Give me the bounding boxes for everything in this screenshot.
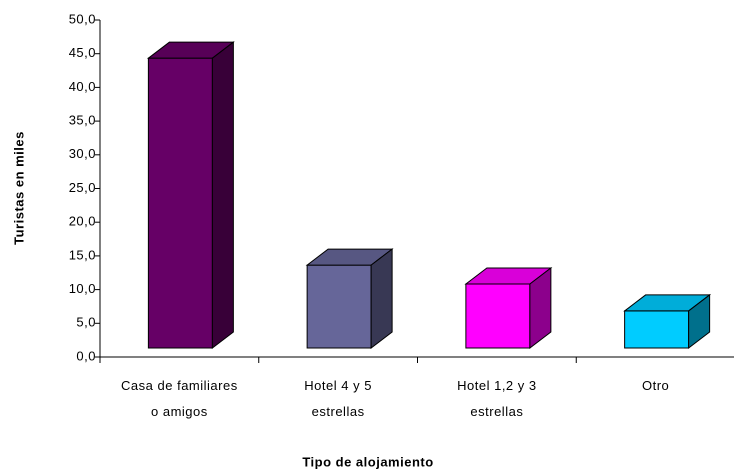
bar-side bbox=[688, 293, 711, 350]
bar bbox=[623, 293, 712, 350]
bar-front bbox=[147, 57, 213, 349]
y-tick-label: 30,0 bbox=[69, 146, 96, 161]
bar-side bbox=[370, 248, 393, 350]
x-tick-label: Otro bbox=[641, 378, 670, 393]
bar-front bbox=[306, 264, 372, 349]
bar-front bbox=[624, 310, 690, 349]
bar bbox=[464, 266, 553, 350]
y-tick-label: 20,0 bbox=[69, 214, 96, 229]
bar-front bbox=[465, 283, 531, 349]
x-tick-label: Hotel 4 y 5 estrellas bbox=[304, 378, 372, 419]
y-tick-label: 40,0 bbox=[69, 79, 96, 94]
y-tick-label: 45,0 bbox=[69, 45, 96, 60]
x-axis-title: Tipo de alojamiento bbox=[302, 454, 433, 469]
y-tick-label: 50,0 bbox=[69, 11, 96, 26]
y-tick-label: 0,0 bbox=[76, 348, 96, 363]
y-tick-label: 10,0 bbox=[69, 281, 96, 296]
y-axis-title: Turistas en miles bbox=[11, 131, 26, 245]
x-tick-label: Hotel 1,2 y 3 estrellas bbox=[457, 378, 537, 419]
y-tick-label: 25,0 bbox=[69, 180, 96, 195]
y-tick-label: 5,0 bbox=[76, 315, 96, 330]
bar-side bbox=[529, 266, 552, 350]
x-tick-label: Casa de familiares o amigos bbox=[121, 378, 238, 419]
bar-side bbox=[211, 41, 234, 350]
y-tick-label: 15,0 bbox=[69, 247, 96, 262]
bar bbox=[146, 41, 235, 350]
y-tick-label: 35,0 bbox=[69, 113, 96, 128]
bar bbox=[305, 248, 394, 350]
